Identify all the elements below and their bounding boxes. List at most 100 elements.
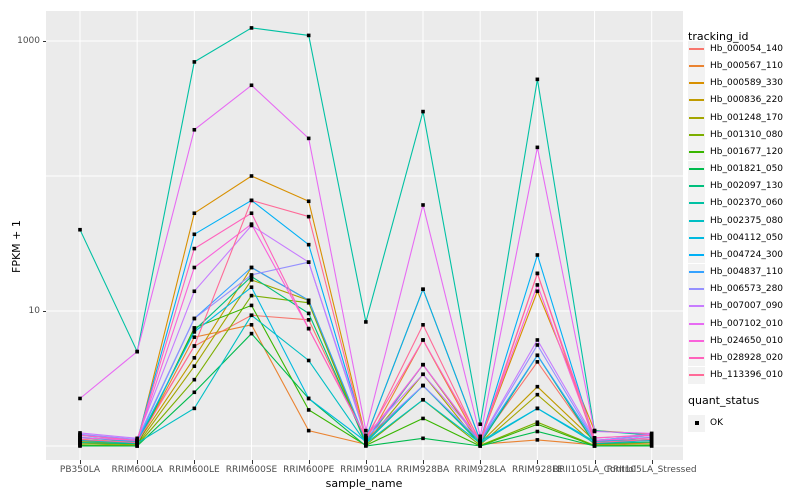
- y-axis-title: FPKM + 1: [10, 220, 23, 273]
- legend-key-line: [689, 219, 704, 222]
- data-point: [306, 214, 311, 219]
- legend-item-Hb_028928_020: Hb_028928_020: [688, 349, 783, 367]
- legend-item-Hb_000567_110: Hb_000567_110: [688, 57, 783, 75]
- x-tick-label-RRIM928LA: RRIM928LA: [454, 465, 506, 475]
- y-tick-mark: [42, 311, 46, 312]
- data-point: [192, 377, 197, 382]
- legend-key-swatch: [688, 74, 705, 92]
- data-point: [249, 83, 254, 88]
- data-point: [249, 26, 254, 30]
- data-point: [421, 383, 425, 388]
- x-tick-mark: [423, 460, 424, 464]
- legend-key-swatch: [688, 414, 705, 432]
- legend-key-line: [689, 65, 704, 68]
- data-point: [78, 444, 82, 448]
- data-point: [364, 428, 368, 433]
- legend-key-swatch: [688, 57, 705, 75]
- data-point: [306, 408, 311, 412]
- legend-item-label: Hb_002370_060: [710, 198, 784, 209]
- data-point: [192, 265, 197, 270]
- data-point: [478, 444, 482, 448]
- legend-item-Hb_000054_140: Hb_000054_140: [688, 40, 783, 58]
- data-point: [192, 316, 197, 321]
- data-point: [192, 246, 197, 251]
- data-point: [192, 364, 197, 369]
- data-point: [364, 320, 368, 324]
- data-point: [135, 436, 139, 441]
- data-point: [306, 33, 311, 38]
- data-point: [535, 343, 540, 347]
- legend-key-line: [689, 48, 704, 50]
- data-point: [135, 349, 139, 354]
- x-tick-label-RRII105LA_Control: RRII105LA_Control: [552, 465, 637, 475]
- data-point: [192, 326, 197, 330]
- data-point: [421, 287, 425, 292]
- legend-key-line: [689, 339, 704, 342]
- data-point: [192, 390, 197, 395]
- data-point: [249, 285, 254, 290]
- data-point: [306, 326, 311, 331]
- data-point: [364, 435, 368, 440]
- data-point: [535, 271, 540, 276]
- data-point: [306, 298, 311, 303]
- data-point: [249, 265, 254, 270]
- data-point: [78, 396, 82, 401]
- y-tick-label: 1000: [17, 36, 40, 46]
- data-point: [306, 428, 311, 433]
- legend-item-label: OK: [710, 418, 723, 428]
- legend-item-label: Hb_004724_300: [710, 249, 784, 260]
- legend-key-line: [689, 99, 704, 102]
- data-point: [249, 278, 254, 282]
- legend-item-Hb_004837_110: Hb_004837_110: [688, 263, 783, 281]
- legend-key-swatch: [688, 332, 705, 350]
- x-tick-mark: [594, 460, 596, 464]
- x-tick-mark: [537, 460, 539, 464]
- data-point: [364, 444, 368, 448]
- data-point: [306, 242, 311, 247]
- data-point: [78, 433, 82, 438]
- legend-key-swatch: [688, 91, 705, 109]
- data-point: [306, 301, 311, 305]
- legend-item-Hb_002375_080: Hb_002375_080: [688, 212, 783, 230]
- legend: tracking_id Hb_000054_140 Hb_000567_110 Hb…: [688, 0, 800, 500]
- data-point: [421, 109, 425, 114]
- legend-key-line: [689, 236, 704, 239]
- legend-item-label: Hb_000567_110: [710, 61, 784, 72]
- x-tick-mark: [480, 460, 482, 464]
- data-point: [478, 440, 482, 445]
- legend-item-Hb_007007_090: Hb_007007_090: [688, 297, 783, 315]
- legend-key-swatch: [688, 109, 705, 127]
- legend-key-swatch: [688, 315, 705, 333]
- x-tick-mark: [365, 460, 367, 464]
- x-tick-label-RRII105LA_Stressed: RRII105LA_Stressed: [606, 465, 697, 475]
- data-point: [421, 397, 425, 402]
- y-tick-mark: [42, 41, 46, 42]
- data-point: [192, 330, 197, 334]
- x-tick-label-RRIM600PE: RRIM600PE: [283, 465, 335, 475]
- data-point: [421, 436, 425, 441]
- data-point: [78, 437, 82, 442]
- legend-item-Hb_004112_050: Hb_004112_050: [688, 229, 783, 247]
- data-point: [192, 344, 197, 348]
- legend-item-label: Hb_001310_080: [710, 129, 784, 140]
- data-point: [421, 416, 425, 421]
- y-tick-label: 10: [28, 306, 40, 316]
- data-point: [535, 353, 540, 358]
- legend-item-Hb_002097_130: Hb_002097_130: [688, 177, 783, 195]
- legend-key-line: [689, 356, 704, 359]
- data-point: [535, 420, 540, 425]
- data-point: [192, 127, 197, 132]
- legend-item-label: Hb_001248_170: [710, 112, 784, 123]
- legend-item-label: Hb_004112_050: [710, 232, 784, 243]
- data-point: [249, 323, 254, 327]
- legend-item-label: Hb_007102_010: [710, 318, 784, 329]
- data-point: [421, 338, 425, 342]
- legend-key-swatch: [688, 212, 705, 230]
- data-point: [306, 136, 311, 141]
- data-point: [535, 145, 540, 150]
- legend-key-line: [689, 82, 704, 85]
- legend-item-Hb_001248_170: Hb_001248_170: [688, 109, 783, 127]
- data-point: [192, 356, 197, 360]
- data-point: [421, 362, 425, 367]
- legend-item-Hb_000589_330: Hb_000589_330: [688, 74, 783, 92]
